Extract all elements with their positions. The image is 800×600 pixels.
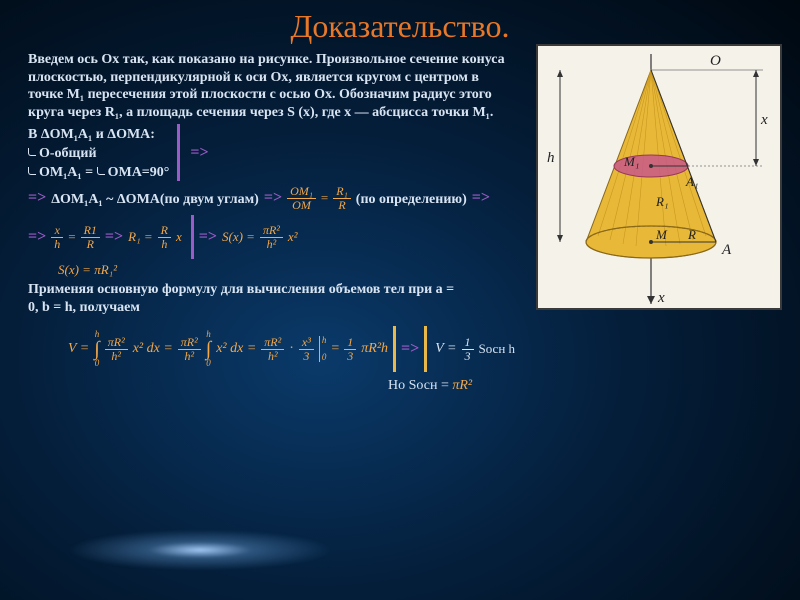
apply-formula-text: Применяя основную формулу для вычисления… — [28, 281, 468, 316]
svg-text:M: M — [655, 227, 668, 242]
bracket-icon — [191, 215, 194, 259]
svg-text:x: x — [760, 112, 768, 128]
right-angles: OM₁A₁ = OMA=90° — [28, 165, 169, 181]
svg-text:A: A — [721, 242, 732, 258]
cone-diagram: O x h M₁ A₁ R₁ M R A x — [536, 44, 782, 310]
integral-row: V = h∫0 πR²h² x² dx = πR²h² h∫0 x² dx = … — [68, 326, 782, 372]
intro-paragraph: Введем ось Ох так, как показано на рисун… — [28, 51, 508, 121]
triangle-names: В ΔOM₁A₁ и ΔOMA: — [28, 127, 169, 143]
svg-text:R: R — [687, 227, 696, 242]
svg-text:h: h — [547, 150, 555, 166]
svg-text:x: x — [657, 290, 665, 306]
final-result: Sосн h — [479, 341, 516, 357]
common-angle: O-общий — [28, 146, 169, 162]
frac-r1-r: R₁R — [333, 185, 351, 211]
lens-flare — [70, 530, 330, 570]
svg-text:M₁: M₁ — [623, 154, 639, 169]
svg-text:A₁: A₁ — [685, 174, 698, 189]
cone-svg: O x h M₁ A₁ R₁ M R A x — [538, 46, 784, 312]
svg-text:R₁: R₁ — [655, 194, 668, 209]
slide-title: Доказательство. — [0, 0, 800, 45]
svg-text:O: O — [710, 53, 721, 69]
s-base: Но Sосн = πR² — [388, 378, 782, 394]
implies-1: => — [190, 144, 208, 162]
frac-om1-om: OM₁OM — [287, 185, 316, 211]
